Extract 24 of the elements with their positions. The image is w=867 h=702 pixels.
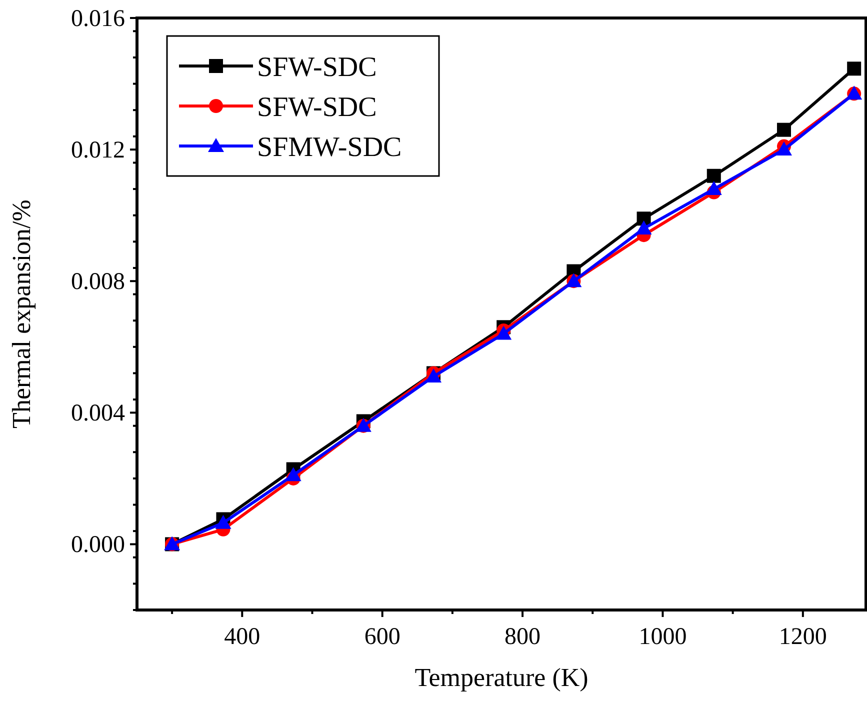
y-tick-label: 0.012 (71, 138, 125, 164)
point (706, 181, 722, 196)
legend-label: SFW-SDC (257, 92, 377, 123)
point (215, 514, 232, 529)
point (776, 122, 791, 137)
x-tick-label: 600 (364, 624, 400, 650)
y-tick-label: 0.000 (71, 532, 125, 558)
point (636, 220, 652, 234)
x-tick-label: 800 (504, 624, 541, 650)
x-axis-title: Temperature (K) (414, 663, 588, 692)
x-tick-label: 400 (224, 624, 260, 650)
y-tick-label: 0.008 (71, 269, 125, 296)
legend-label: SFMW-SDC (257, 132, 402, 163)
x-tick-label: 1200 (778, 624, 827, 650)
y-tick-label: 0.004 (71, 400, 125, 427)
point (847, 62, 862, 76)
point (706, 168, 721, 183)
legend-label: SFW-SDC (257, 52, 377, 83)
x-tick-label: 1000 (638, 624, 687, 650)
point (496, 326, 512, 340)
y-axis-title: Thermal expansion/% (7, 200, 36, 428)
point (776, 142, 792, 156)
y-tick-label: 0.016 (71, 6, 125, 32)
point (285, 467, 302, 482)
